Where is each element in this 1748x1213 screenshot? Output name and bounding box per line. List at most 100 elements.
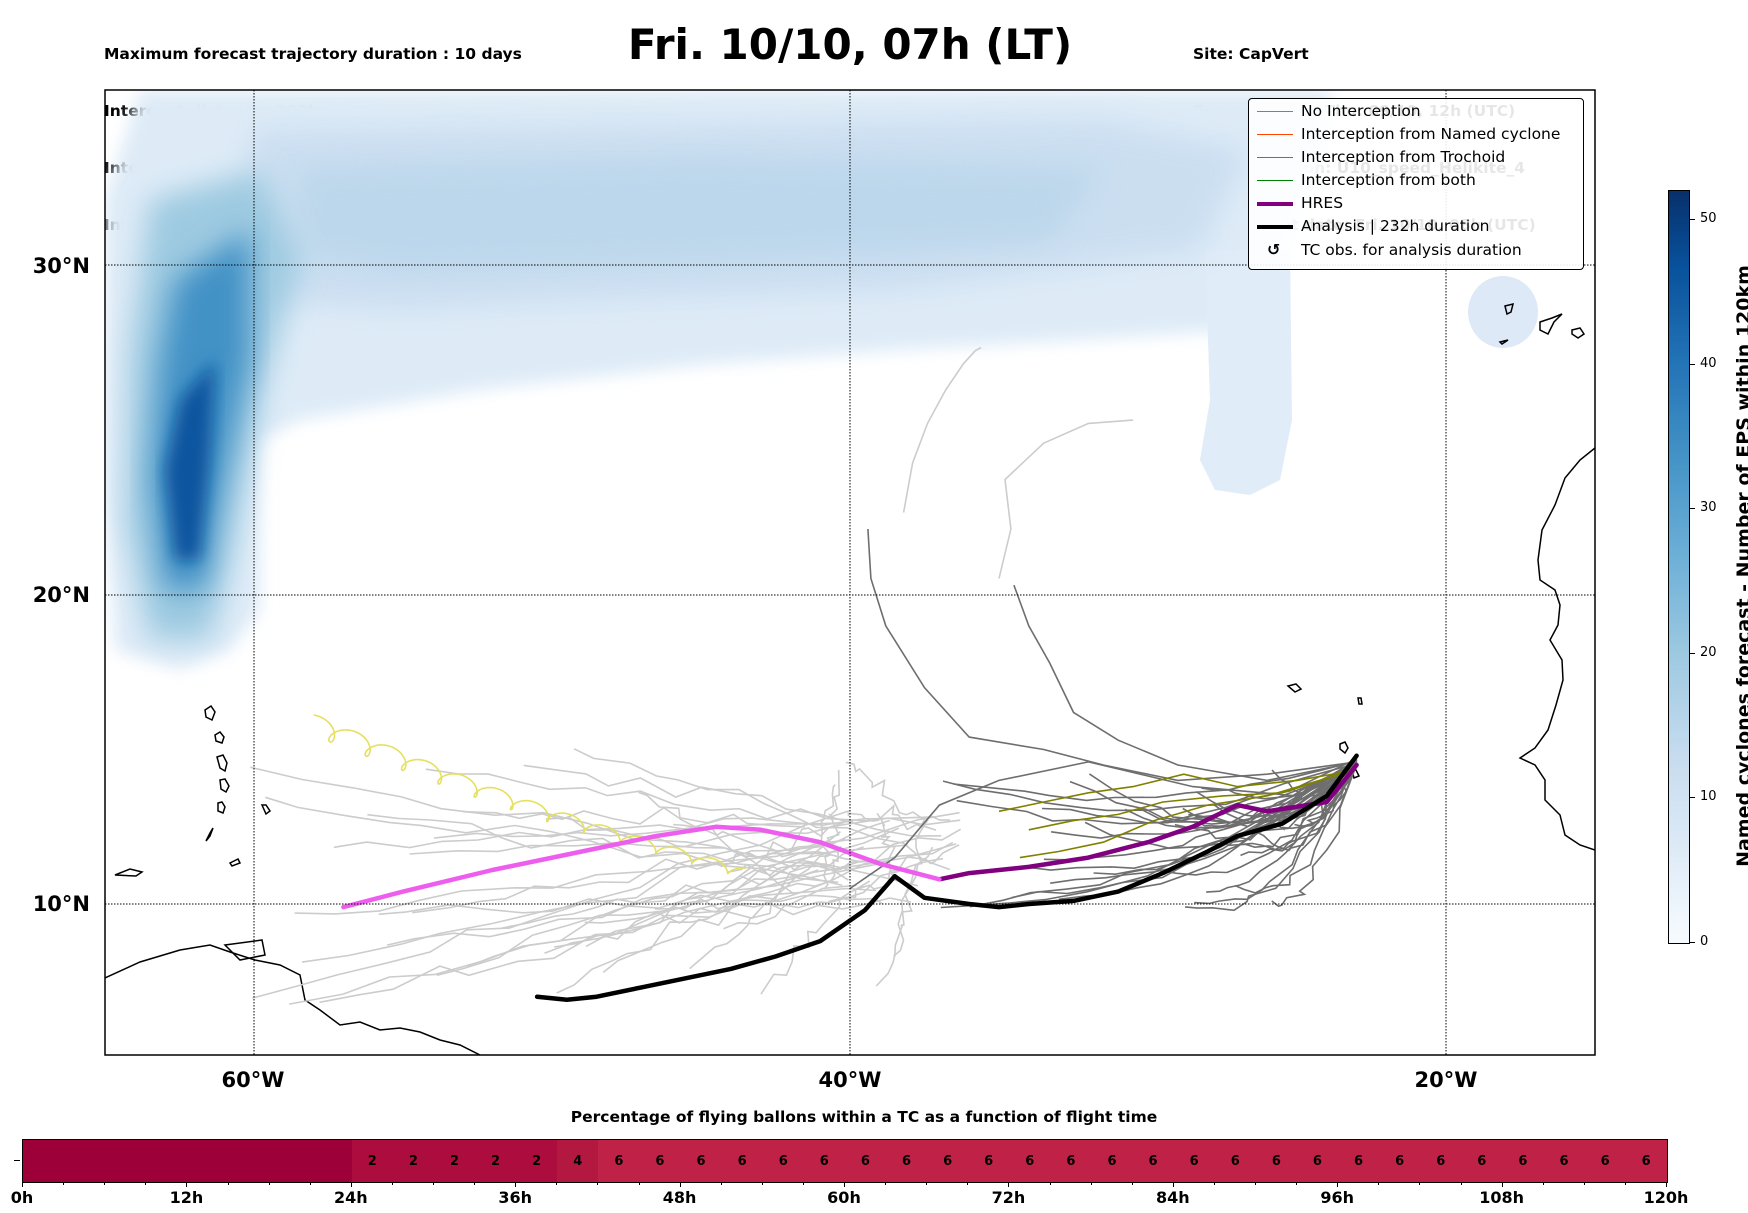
flight-bar-tick	[186, 1182, 188, 1187]
flight-bar-tick	[1624, 1182, 1626, 1185]
flight-bar-tick-label: 120h	[1643, 1188, 1689, 1207]
flight-bar-tick	[350, 1182, 352, 1187]
legend-line-icon	[1257, 202, 1293, 206]
legend-item-no-interception: No Interception	[1249, 101, 1583, 123]
flight-bar-cell: 6	[1379, 1140, 1421, 1182]
flight-bar-tick	[63, 1182, 65, 1185]
colorbar-tick-label: 50	[1700, 210, 1717, 226]
flight-bar-cell: 6	[1584, 1140, 1626, 1182]
flight-bar-cell: 2	[516, 1140, 558, 1182]
flight-bar-cell	[228, 1140, 270, 1182]
legend-label: Interception from Trochoid	[1301, 148, 1506, 166]
flight-bar-tick	[679, 1182, 681, 1187]
ensemble-trajectory-extended	[544, 841, 954, 955]
flight-bar-tick	[885, 1182, 887, 1185]
colorbar-tick-label: 40	[1700, 355, 1717, 371]
colorbar	[1668, 190, 1690, 944]
flight-bar-tick-label: 96h	[1320, 1188, 1355, 1207]
flight-bar-tick	[1008, 1182, 1010, 1187]
flight-bar-cell: 6	[1173, 1140, 1215, 1182]
trajectory-no-interception	[867, 528, 1357, 782]
flight-bar-tick	[1542, 1182, 1544, 1185]
legend-label: TC obs. for analysis duration	[1301, 241, 1522, 259]
ensemble-trajectory-extended	[467, 819, 891, 968]
ensemble-trajectory-extended	[573, 748, 951, 871]
trajectory-no-interception	[1084, 763, 1358, 850]
ensemble-trajectory-extended	[252, 810, 850, 999]
flight-bar-cell: 2	[475, 1140, 517, 1182]
flight-bar-tick	[597, 1182, 599, 1185]
flight-bar-tick-label: 108h	[1479, 1188, 1524, 1207]
flight-bar-cell: 6	[721, 1140, 763, 1182]
flight-bar-tick-label: 84h	[1155, 1188, 1190, 1207]
colorbar-tick	[1690, 652, 1695, 654]
trajectory-no-interception	[1185, 759, 1358, 912]
trajectories-interception-trochoid	[998, 770, 1351, 859]
legend-label: Interception from both	[1301, 171, 1476, 189]
flight-bar-tick	[268, 1182, 270, 1185]
flight-bar-cell: 6	[762, 1140, 804, 1182]
flight-bar-tick	[1460, 1182, 1462, 1185]
legend-line-icon	[1257, 111, 1293, 112]
flight-bar-cell: 6	[639, 1140, 681, 1182]
flight-bar-tick	[515, 1182, 517, 1187]
ensemble-trajectory-extended	[386, 860, 891, 946]
lat-label: 10°N	[33, 892, 90, 916]
colorbar-tick-label: 10	[1700, 789, 1717, 805]
density-region-canaries	[1468, 276, 1538, 348]
lon-label: 20°W	[1415, 1068, 1478, 1092]
flight-bar-cell: 6	[1091, 1140, 1133, 1182]
flight-bar-cell: 6	[1009, 1140, 1051, 1182]
island-9	[114, 868, 144, 877]
map-content	[105, 90, 1595, 1055]
flight-bar-cell: 6	[598, 1140, 640, 1182]
flight-bar-cell: 6	[844, 1140, 886, 1182]
legend-item-tc-obs: ↺ TC obs. for analysis duration	[1249, 240, 1583, 262]
flight-bar-tick	[802, 1182, 804, 1185]
legend-label: HRES	[1301, 194, 1344, 212]
island-6	[260, 804, 272, 816]
legend-label: No Interception	[1301, 102, 1421, 120]
flight-bar-cell: 2	[433, 1140, 476, 1182]
flight-bar-tick	[1296, 1182, 1298, 1185]
legend-item-analysis: Analysis | 232h duration	[1249, 216, 1583, 238]
flight-bar-cell: 6	[885, 1140, 928, 1182]
flight-bar-tick	[1583, 1182, 1585, 1185]
flight-bar-cell: 6	[1050, 1140, 1092, 1182]
flight-bar-cell: 6	[1461, 1140, 1503, 1182]
ensemble-trajectory-extended	[638, 791, 796, 895]
island-canary-1	[1504, 302, 1515, 316]
coastlines	[105, 302, 1595, 1055]
legend-label: Analysis | 232h duration	[1301, 217, 1490, 235]
colorbar-tick	[1690, 797, 1695, 799]
hres-track	[937, 762, 1359, 882]
flight-bar-tick-label: 0h	[10, 1188, 34, 1207]
flight-bar-cell: 6	[968, 1140, 1010, 1182]
trajectory-no-interception	[953, 760, 1357, 802]
flight-bar-cell: 6	[803, 1140, 845, 1182]
ensemble-trajectory-extended	[820, 784, 836, 890]
flight-bar-tick	[104, 1182, 106, 1185]
flight-bar-cell	[187, 1140, 229, 1182]
flight-bar-tick	[1337, 1182, 1339, 1187]
flight-bar-cell	[105, 1140, 147, 1182]
flight-bar-tick	[1049, 1182, 1051, 1185]
ensemble-trajectory-extended	[554, 879, 832, 948]
ensemble-trajectory-extended	[727, 860, 861, 876]
ensemble-trajectory-extended	[367, 813, 839, 884]
island-2	[214, 731, 225, 744]
flight-bar-tick-label: 12h	[169, 1188, 204, 1207]
flight-bar-cell: 2	[392, 1140, 434, 1182]
ensemble-trajectory-extended	[723, 857, 944, 930]
trajectory-no-interception	[1013, 584, 1357, 782]
header-left-line: Maximum forecast trajectory duration : 1…	[104, 45, 522, 63]
trajectory-no-interception	[1041, 762, 1357, 824]
flight-bar-tick	[1419, 1182, 1421, 1185]
colorbar-tick-label: 20	[1700, 644, 1717, 660]
flight-bar-tick	[145, 1182, 147, 1185]
flight-bar-tick	[1501, 1182, 1503, 1187]
flight-bar-cell: 6	[680, 1140, 722, 1182]
ensemble-trajectory-extended	[301, 811, 960, 963]
